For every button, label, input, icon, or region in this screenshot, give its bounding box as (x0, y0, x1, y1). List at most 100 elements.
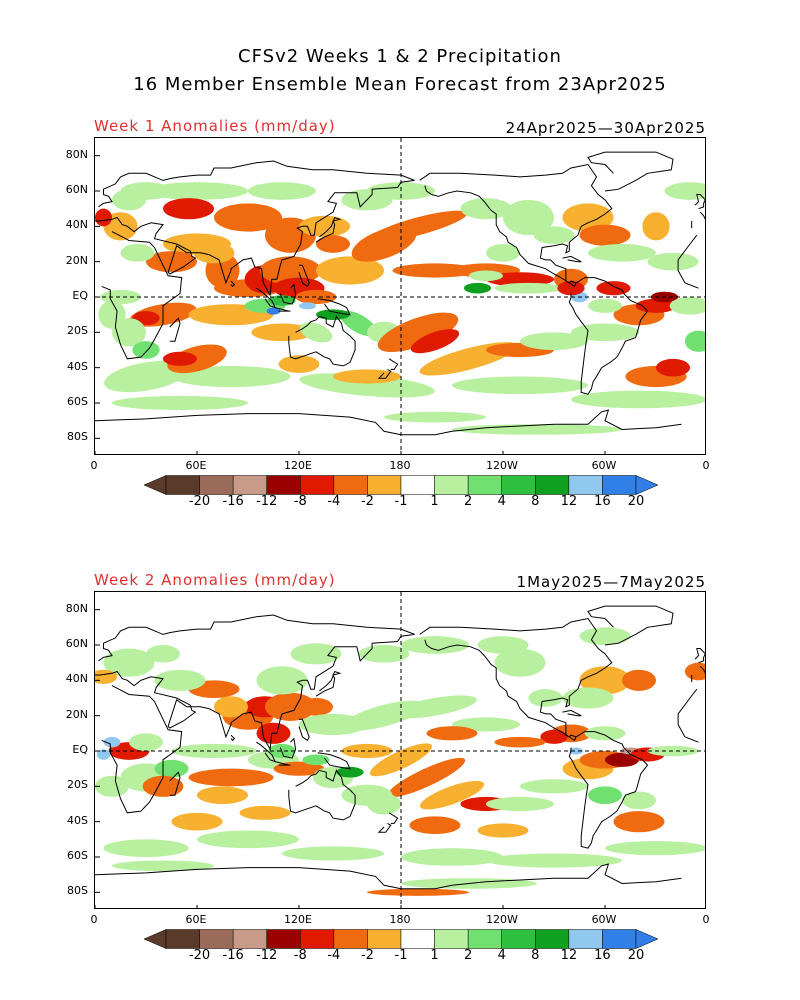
anomaly-region (486, 853, 622, 868)
anomaly-region (341, 743, 393, 759)
anomaly-region (248, 182, 316, 200)
coastline (101, 231, 183, 360)
lon-label: 180 (389, 459, 411, 472)
anomaly-region (100, 289, 141, 305)
colorbar-label: -1 (394, 948, 408, 963)
anomaly-region (377, 312, 459, 353)
anomaly-region (197, 830, 299, 849)
week1-colorbar-labels: -20 -16 -12 -8 -4 -2 -1 1 2 4 8 12 16 20 (144, 494, 658, 510)
coastline (388, 812, 399, 824)
anomaly-region (494, 648, 546, 677)
anomaly-region (302, 754, 330, 766)
colorbar-swatch (602, 929, 637, 949)
anomaly-region (528, 689, 563, 707)
anomaly-region (132, 341, 160, 359)
colorbar-swatch (434, 475, 469, 495)
lat-label: 60N (65, 637, 88, 650)
anomaly-region (367, 182, 435, 200)
coastline (419, 163, 613, 288)
lon-label: 60E (185, 459, 207, 472)
lat-label: 80S (67, 430, 88, 444)
coastline (587, 605, 674, 646)
anomaly-region (571, 323, 639, 342)
colorbar-swatch (266, 929, 301, 949)
coastline (694, 648, 705, 664)
week1-date-range: 24Apr2025—30Apr2025 (505, 119, 706, 137)
colorbar-swatch (333, 929, 368, 949)
lon-label: 180 (389, 913, 411, 926)
lat-label: 20N (65, 707, 88, 721)
anomaly-region (605, 752, 639, 767)
anomaly-region (486, 244, 520, 262)
coastline (298, 264, 310, 288)
colorbar-swatch (602, 475, 637, 495)
coastline (95, 409, 682, 436)
coastline (256, 287, 277, 309)
colorbar-label: 20 (627, 494, 645, 509)
colorbar-swatch (535, 475, 570, 495)
colorbar-label: 8 (531, 948, 540, 963)
coastline (317, 298, 351, 316)
anomaly-region (112, 189, 146, 211)
anomaly-region (129, 733, 163, 751)
anomaly-region (154, 759, 189, 778)
anomaly-region (333, 369, 401, 384)
coastline (377, 368, 392, 379)
coastline (275, 761, 291, 766)
colorbar-swatch (266, 475, 301, 495)
title-line-2: 16 Member Ensemble Mean Forecast from 23… (133, 74, 667, 95)
anomaly-region (299, 215, 350, 237)
anomaly-region (452, 376, 588, 395)
coastline (275, 307, 291, 312)
anomaly-region (142, 775, 184, 797)
coastline (95, 863, 682, 890)
anomaly-region (367, 888, 469, 896)
week2-map-canvas (95, 592, 705, 908)
lat-label: EQ (72, 743, 88, 756)
week1-map-canvas (95, 138, 705, 454)
anomaly-region (622, 669, 656, 691)
anomaly-region (163, 233, 231, 255)
anomaly-region (171, 365, 291, 388)
colorbar-swatch (165, 475, 200, 495)
colorbar-swatch (333, 475, 368, 495)
anomaly-region (588, 244, 656, 262)
anomaly-region (477, 636, 529, 654)
anomaly-region (112, 860, 214, 872)
anomaly-region (214, 696, 248, 718)
anomaly-region (266, 307, 281, 315)
anomaly-region (95, 208, 112, 227)
anomaly-region (316, 256, 384, 285)
anomaly-region (259, 256, 322, 285)
anomaly-region (112, 318, 146, 347)
lon-label: 60W (591, 913, 617, 926)
coastline (677, 234, 699, 289)
colorbar-swatch (434, 929, 469, 949)
coastline (95, 614, 415, 751)
anomaly-region (401, 848, 503, 866)
coastline (169, 771, 181, 796)
anomaly-region (571, 390, 705, 409)
anomaly-region (387, 757, 466, 798)
lat-label: 80S (67, 884, 88, 898)
anomaly-region (477, 823, 529, 838)
anomaly-region (282, 846, 384, 861)
coastline (230, 280, 236, 288)
lon-label: 60E (185, 913, 207, 926)
colorbar-label: 2 (464, 494, 473, 509)
coastline (388, 358, 399, 370)
lat-label: 60N (65, 183, 88, 196)
colorbar-label: 4 (497, 948, 506, 963)
coastline (279, 737, 297, 759)
colorbar-arrow-right (635, 929, 658, 949)
anomaly-region (163, 351, 197, 366)
lat-label: 60S (67, 395, 88, 408)
coastline (256, 741, 277, 763)
anomaly-region (188, 768, 274, 787)
colorbar-label: -16 (222, 494, 244, 509)
anomaly-region (393, 695, 477, 719)
anomaly-region (120, 244, 155, 262)
anomaly-region (95, 775, 129, 797)
colorbar-label: -4 (327, 494, 341, 509)
anomaly-region (103, 839, 189, 857)
